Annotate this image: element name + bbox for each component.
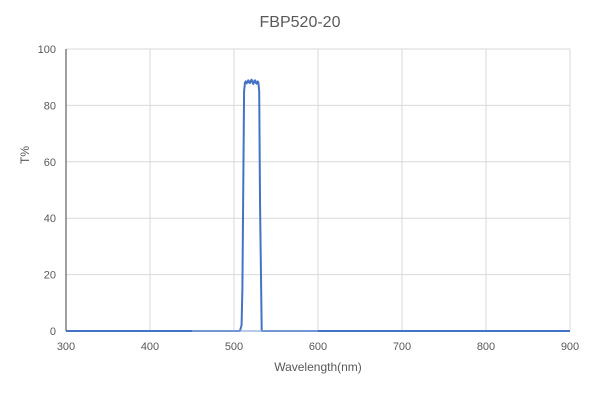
y-tick-label: 60 (44, 157, 56, 169)
x-tick-label: 400 (141, 341, 159, 353)
chart-title: FBP520-20 (260, 14, 341, 31)
x-tick-labels: 300 400 500 600 700 800 900 (57, 341, 579, 353)
series-line-0 (66, 78, 570, 332)
y-tick-labels: 0 20 40 60 80 100 (38, 44, 56, 338)
x-tick-label: 700 (393, 341, 411, 353)
y-tick-label: 100 (38, 44, 56, 56)
series-group (66, 78, 570, 332)
y-tick-label: 0 (50, 326, 56, 338)
y-tick-label: 20 (44, 270, 56, 282)
x-axis-label: Wavelength(nm) (274, 360, 362, 374)
y-axis-label: T% (18, 146, 32, 164)
x-tick-label: 300 (57, 341, 75, 353)
y-tick-label: 80 (44, 100, 56, 112)
x-tick-label: 500 (225, 341, 243, 353)
y-tick-label: 40 (44, 213, 56, 225)
x-tick-label: 800 (477, 341, 495, 353)
x-tick-label: 900 (561, 341, 579, 353)
x-tick-label: 600 (309, 341, 327, 353)
grid (66, 48, 571, 331)
